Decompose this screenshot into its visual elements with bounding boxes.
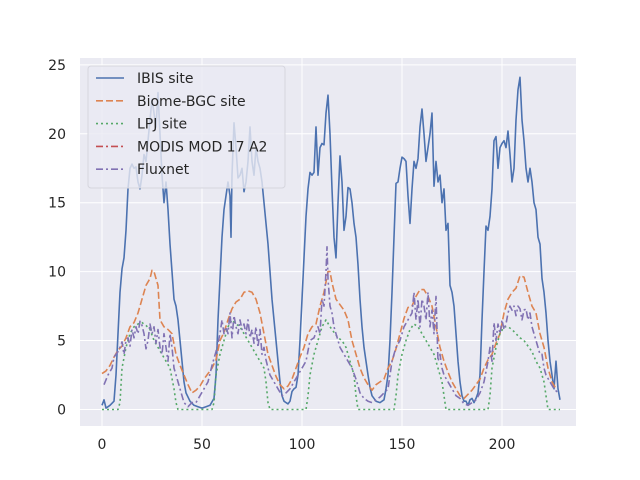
y-tick-label: 0	[57, 402, 66, 418]
legend-label: LPJ site	[137, 117, 187, 133]
y-tick-label: 15	[48, 196, 66, 212]
x-tick-labels: 0 50 100 150 200	[98, 437, 516, 453]
series-lines	[101, 76, 561, 411]
legend-label: Fluxnet	[137, 162, 190, 178]
legend-box	[87, 65, 286, 189]
series-line-5	[103, 246, 559, 408]
x-tick-label: 200	[489, 437, 516, 453]
x-tick-label: 50	[193, 437, 211, 453]
series-line-3	[102, 319, 560, 411]
series-line-2	[101, 269, 557, 400]
legend-label: Biome-BGC site	[137, 94, 246, 110]
y-tick-label: 10	[48, 265, 66, 281]
y-tick-label: 20	[48, 127, 66, 143]
x-tick-label: 100	[289, 437, 316, 453]
series-line-1	[101, 76, 561, 409]
x-tick-label: 0	[98, 437, 107, 453]
grid-lines	[80, 58, 576, 426]
legend-label: MODIS MOD 17 A2	[137, 139, 267, 155]
y-tick-label: 25	[48, 58, 66, 74]
x-tick-label: 150	[389, 437, 416, 453]
legend: IBIS site Biome-BGC site LPJ site MODIS MOD…	[87, 65, 286, 189]
y-tick-labels: 0 5 10 15 20 25	[48, 58, 66, 419]
legend-label: IBIS site	[137, 71, 194, 87]
y-tick-label: 5	[57, 334, 66, 350]
